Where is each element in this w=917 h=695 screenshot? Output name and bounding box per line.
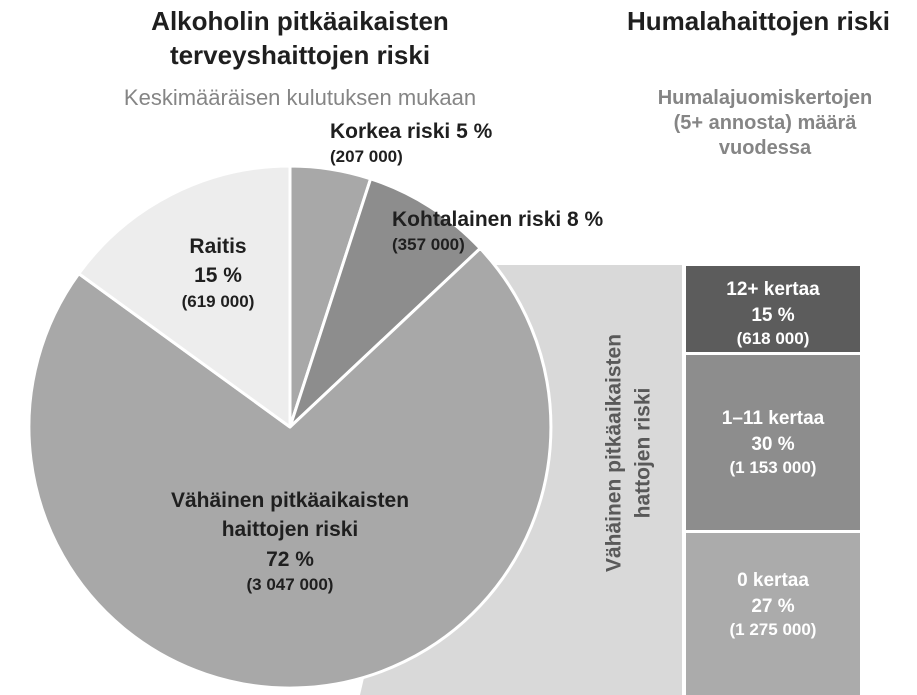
right-chart-subtitle: Humalajuomiskertojen (5+ annosta) määrä … [657,87,873,159]
pie-label-raitis-count: (619 000) [181,291,255,311]
pie-label-korkea: Korkea riski 5 % (207 000) [330,117,492,168]
pie-label-raitis-text: Raitis 15 % [189,235,247,288]
bar-segment-12plus [686,266,860,352]
bar-label-0: 0 kertaa 27 % (1 275 000) [686,568,860,641]
bar-label-1to11: 1–11 kertaa 30 % (1 153 000) [686,406,860,479]
bar-segment-1to11 [686,355,860,530]
bar-label-12plus: 12+ kertaa 15 % (618 000) [686,277,860,350]
pie-label-kohtalainen: Kohtalainen riski 8 % (357 000) [392,205,603,256]
pie-label-raitis: Raitis 15 % (619 000) [128,232,308,313]
bar-label-12plus-count: (618 000) [736,329,810,349]
pie-label-korkea-count: (207 000) [330,147,403,167]
bar-label-12plus-text: 12+ kertaa 15 % [726,279,820,326]
pie-slice-kohtalainen-riski [288,177,482,429]
bar-label-1to11-count: (1 153 000) [729,458,817,478]
left-chart-subtitle: Keskimääräisen kulutuksen mukaan [123,85,477,110]
pie-label-korkea-text: Korkea riski 5 % [330,120,493,143]
left-chart-title: Alkoholin pitkäaikaisten terveyshaittoje… [151,6,449,70]
bar-label-0-count: (1 275 000) [729,620,817,640]
bar-label-0-text: 0 kertaa 27 % [737,570,809,617]
pie-label-vahainen-count: (3 047 000) [246,575,334,595]
bar-label-1to11-text: 1–11 kertaa 30 % [721,408,825,455]
pie-label-vahainen: Vähäinen pitkäaikaisten haittojen riski … [110,486,470,596]
connector-band-label: Vähäinen pitkäaikaisten hattojen riski [602,333,655,573]
bar-segment-0 [686,533,860,695]
pie-label-vahainen-text: Vähäinen pitkäaikaisten haittojen riski … [170,489,410,571]
pie-slice-vahainen-riski [27,246,553,690]
pie-slice-raitis [77,164,292,429]
pie-label-kohtalainen-count: (357 000) [392,235,465,255]
pie-label-kohtalainen-text: Kohtalainen riski 8 % [392,208,604,231]
right-chart-title: Humalahaittojen riski [627,6,890,36]
